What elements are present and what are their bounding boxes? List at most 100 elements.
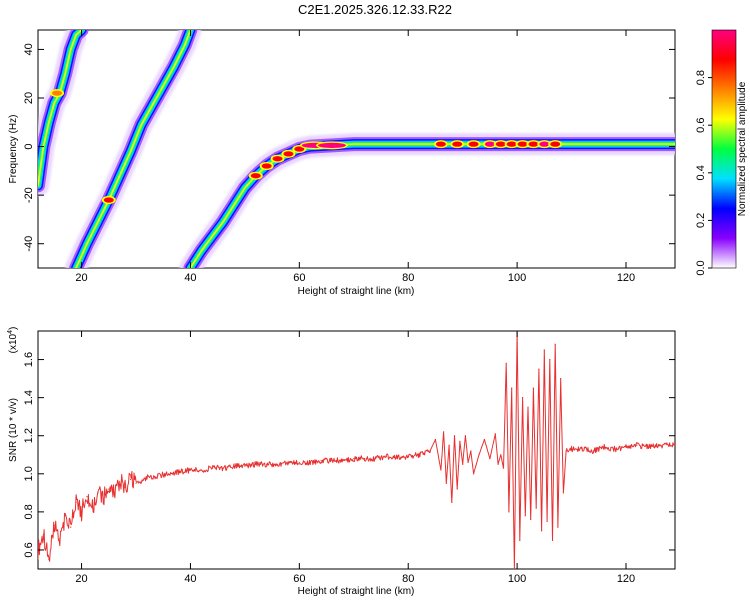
snr-point (451, 501, 453, 503)
snr-point (658, 444, 660, 446)
snr-point (453, 435, 456, 437)
snr-point (522, 397, 524, 399)
spectrogram-y-tick-label: 20 (23, 92, 35, 104)
snr-point (396, 456, 398, 458)
spectrogram-hotspot (484, 141, 495, 147)
snr-point (75, 501, 77, 503)
spectrogram-x-label: Height of straight line (km) (298, 286, 415, 297)
spectrogram-hotspot (517, 141, 528, 147)
spectrogram-x-tick-label: 100 (508, 272, 526, 284)
snr-point (538, 368, 540, 370)
snr-point (581, 448, 584, 450)
snr-point (546, 520, 548, 523)
spectrogram-x-tick-label: 60 (293, 272, 305, 284)
snr-point (445, 482, 447, 484)
snr-point (592, 450, 594, 452)
snr-x-label: Height of straight line (km) (298, 586, 415, 597)
middle-trace (65, 30, 202, 268)
spectrogram-x-ticks: 20 40 60 80 100 120 (75, 30, 635, 284)
snr-point (200, 469, 202, 471)
snr-point (478, 454, 480, 456)
snr-point (467, 461, 469, 463)
snr-point (524, 515, 526, 517)
spectrogram-hotspot (452, 141, 463, 147)
snr-point (407, 456, 409, 458)
snr-point (508, 511, 510, 513)
snr-point (636, 444, 638, 446)
snr-point (434, 438, 436, 441)
colorbar-tick-label: 0.2 (695, 213, 707, 228)
snr-x-tick-label: 80 (402, 573, 414, 585)
snr-point (287, 461, 289, 463)
snr-point (97, 492, 99, 494)
snr-panel: 20 40 60 80 100 120 0.6 0.8 1.0 1.2 1.4 1.6 Height… (7, 327, 676, 597)
snr-point (59, 537, 61, 540)
spectrogram-traces (38, 30, 675, 268)
snr-point (519, 539, 521, 542)
snr-x-tick-label: 40 (184, 573, 196, 585)
snr-point (179, 471, 181, 473)
colorbar-gradient (711, 29, 737, 269)
snr-point (135, 482, 137, 484)
snr-point (429, 450, 431, 452)
snr-point (554, 343, 556, 345)
snr-point (189, 469, 191, 471)
snr-point (130, 478, 132, 481)
snr-point (562, 492, 565, 494)
snr-point (470, 450, 472, 452)
snr-point (102, 498, 104, 500)
spectrogram-hotspot (539, 141, 550, 147)
snr-point (489, 458, 491, 460)
spectrogram-x-tick-label: 20 (75, 272, 87, 284)
snr-point (532, 387, 535, 389)
snr-point (244, 465, 246, 467)
snr-point (527, 406, 529, 408)
snr-point (255, 463, 257, 465)
snr-point (551, 539, 554, 542)
snr-scale-base: (x10 (8, 333, 19, 353)
snr-point (42, 534, 45, 536)
snr-point (505, 362, 507, 364)
snr-point (440, 469, 442, 471)
snr-point (571, 448, 573, 450)
svg-text:(x104): (x104) (7, 327, 19, 354)
snr-point (70, 526, 72, 528)
spectrogram-hotspot (318, 142, 346, 148)
snr-point (541, 530, 543, 532)
colorbar-label: Normalized spectral amplitude (737, 81, 748, 216)
snr-y-ticks: 0.6 0.8 1.0 1.2 1.4 1.6 (23, 352, 675, 558)
snr-point (309, 461, 311, 463)
spectrogram-hotspot (435, 141, 446, 147)
snr-point (549, 359, 551, 361)
colorbar-tick-label: 0.0 (695, 260, 707, 275)
middle-trace-band (75, 30, 192, 268)
snr-x-tick-label: 60 (293, 573, 305, 585)
snr-point (674, 444, 675, 446)
snr-point (530, 518, 532, 521)
snr-point (119, 480, 121, 482)
snr-scale-label: (x104) (7, 327, 19, 354)
spectrogram-x-tick-label: 40 (184, 272, 196, 284)
spectrogram-y-tick-label: 0 (23, 144, 35, 150)
snr-y-tick-label: 1.6 (23, 352, 35, 367)
snr-point (233, 465, 235, 467)
snr-point (168, 473, 170, 475)
snr-point (483, 438, 485, 441)
snr-y-tick-label: 1.2 (23, 428, 35, 443)
spectrogram-x-tick-label: 120 (617, 272, 635, 284)
snr-point (502, 467, 505, 469)
snr-point (48, 558, 50, 561)
spectrogram-hotspot (506, 141, 517, 147)
snr-point (462, 463, 464, 465)
snr-point (108, 488, 110, 490)
snr-point (320, 459, 322, 462)
snr-point (625, 446, 627, 448)
snr-y-tick-label: 1.0 (23, 466, 35, 481)
snr-point (456, 488, 458, 490)
snr-y-tick-label: 0.6 (23, 542, 35, 557)
snr-point (86, 496, 88, 498)
snr-point (375, 458, 377, 460)
snr-point (500, 454, 502, 456)
spectrogram-hotspot (52, 90, 63, 96)
